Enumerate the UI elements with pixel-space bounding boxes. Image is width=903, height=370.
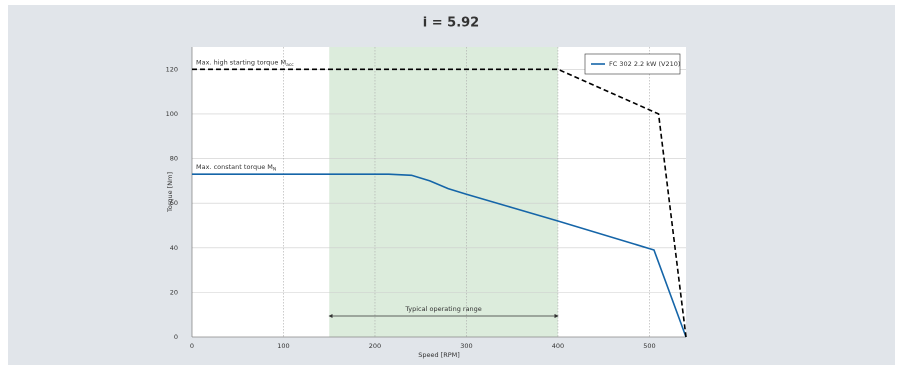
y-tick-label: 100: [166, 110, 178, 118]
x-tick-label: 100: [277, 342, 289, 350]
y-tick-label: 40: [170, 244, 178, 252]
operating-range: [329, 47, 558, 337]
y-tick-label: 20: [170, 288, 178, 296]
series-annotation-sub: acc: [286, 63, 294, 68]
range-label: Typical operating range: [404, 305, 482, 313]
series-annotation: Max. high starting torque M: [196, 58, 286, 66]
x-tick-label: 300: [460, 342, 472, 350]
series-line: [192, 68, 687, 338]
y-tick-label: 60: [170, 199, 178, 207]
x-tick-label: 200: [369, 342, 381, 350]
y-tick-label: 80: [170, 155, 178, 163]
y-axis-label: Torque [Nm]: [166, 172, 174, 213]
legend-label: FC 302 2.2 kW (V210): [609, 60, 680, 68]
x-tick-label: 400: [552, 342, 564, 350]
series-annotation-sub: N: [273, 167, 276, 173]
series-line: [192, 173, 687, 338]
legend-box: [584, 53, 681, 75]
chart-title: i = 5.92: [423, 16, 479, 31]
y-tick-label: 120: [166, 65, 178, 73]
x-tick-label: 500: [643, 342, 655, 350]
x-axis-label: Speed [RPM]: [418, 351, 460, 359]
x-tick-label: 0: [190, 342, 194, 350]
series-annotation: Max. constant torque M: [196, 163, 273, 171]
y-tick-label: 0: [174, 333, 178, 341]
